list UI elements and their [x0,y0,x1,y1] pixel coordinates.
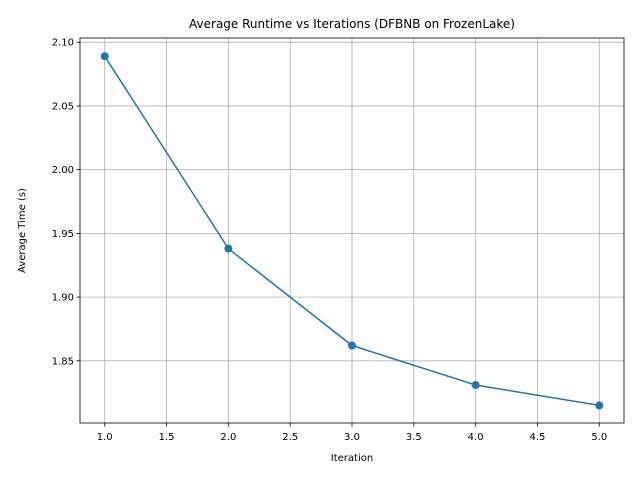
y-tick-label: 1.85 [52,356,74,367]
x-tick-label: 4.0 [468,432,484,443]
data-point [471,381,480,390]
x-tick-label: 4.5 [530,432,546,443]
grid [80,38,624,423]
x-tick-label: 1.0 [97,432,113,443]
y-tick-label: 2.00 [52,165,74,176]
y-tick-label: 1.90 [52,293,74,304]
x-tick-label: 3.5 [406,432,422,443]
axis-ticks: 1.0 1.5 2.0 2.5 3.0 3.5 4.0 4.5 5.0 1.85 1.90 1.95 2… [52,38,607,443]
y-tick-label: 2.05 [52,101,74,112]
data-point [595,401,604,410]
x-axis-label: Iteration [331,453,373,464]
data-point [348,341,356,350]
series-markers [100,52,604,410]
x-tick-label: 2.0 [220,432,236,443]
y-tick-label: 1.95 [52,229,74,240]
data-point [100,52,109,61]
plot-frame [79,37,625,424]
x-tick-label: 5.0 [591,432,607,443]
y-axis-label: Average Time (s) [17,188,28,273]
x-tick-label: 3.0 [344,432,360,443]
y-tick-label: 2.10 [52,38,74,49]
x-tick-label: 1.5 [159,432,175,443]
chart-title: Average Runtime vs Iterations (DFBNB on … [189,17,515,31]
x-tick-label: 2.5 [282,432,298,443]
data-point [224,244,233,253]
